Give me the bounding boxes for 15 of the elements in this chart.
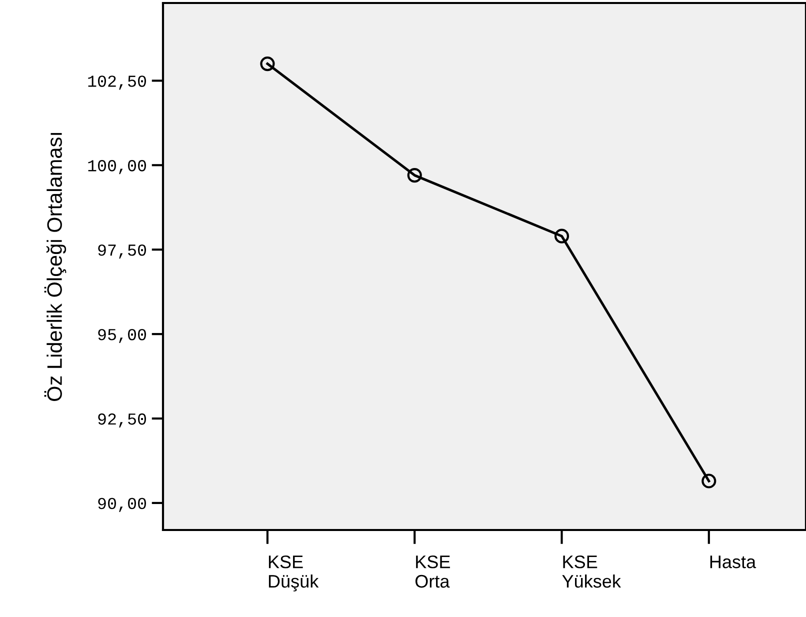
y-axis-title: Öz Liderlik Ölçeği Ortalaması (44, 133, 66, 401)
y-tick-label: 95,00 (98, 328, 146, 344)
point (554, 228, 570, 244)
point (260, 56, 275, 72)
x-tick-label: KSE Yüksek (562, 555, 621, 588)
point (407, 168, 422, 183)
x-tick-label: Hasta (710, 556, 756, 568)
x-tick-label: KSE Orta (415, 555, 450, 588)
y-tick-label: 92,50 (98, 413, 146, 428)
y-tick-label: 97,50 (98, 244, 146, 259)
y-tick-label: 90,00 (98, 498, 146, 512)
y-tick-label: 102,50 (88, 76, 146, 90)
x-tick-label: KSE Düşük (268, 555, 319, 592)
point (702, 474, 716, 488)
y-tick-label: 100,00 (88, 160, 146, 174)
